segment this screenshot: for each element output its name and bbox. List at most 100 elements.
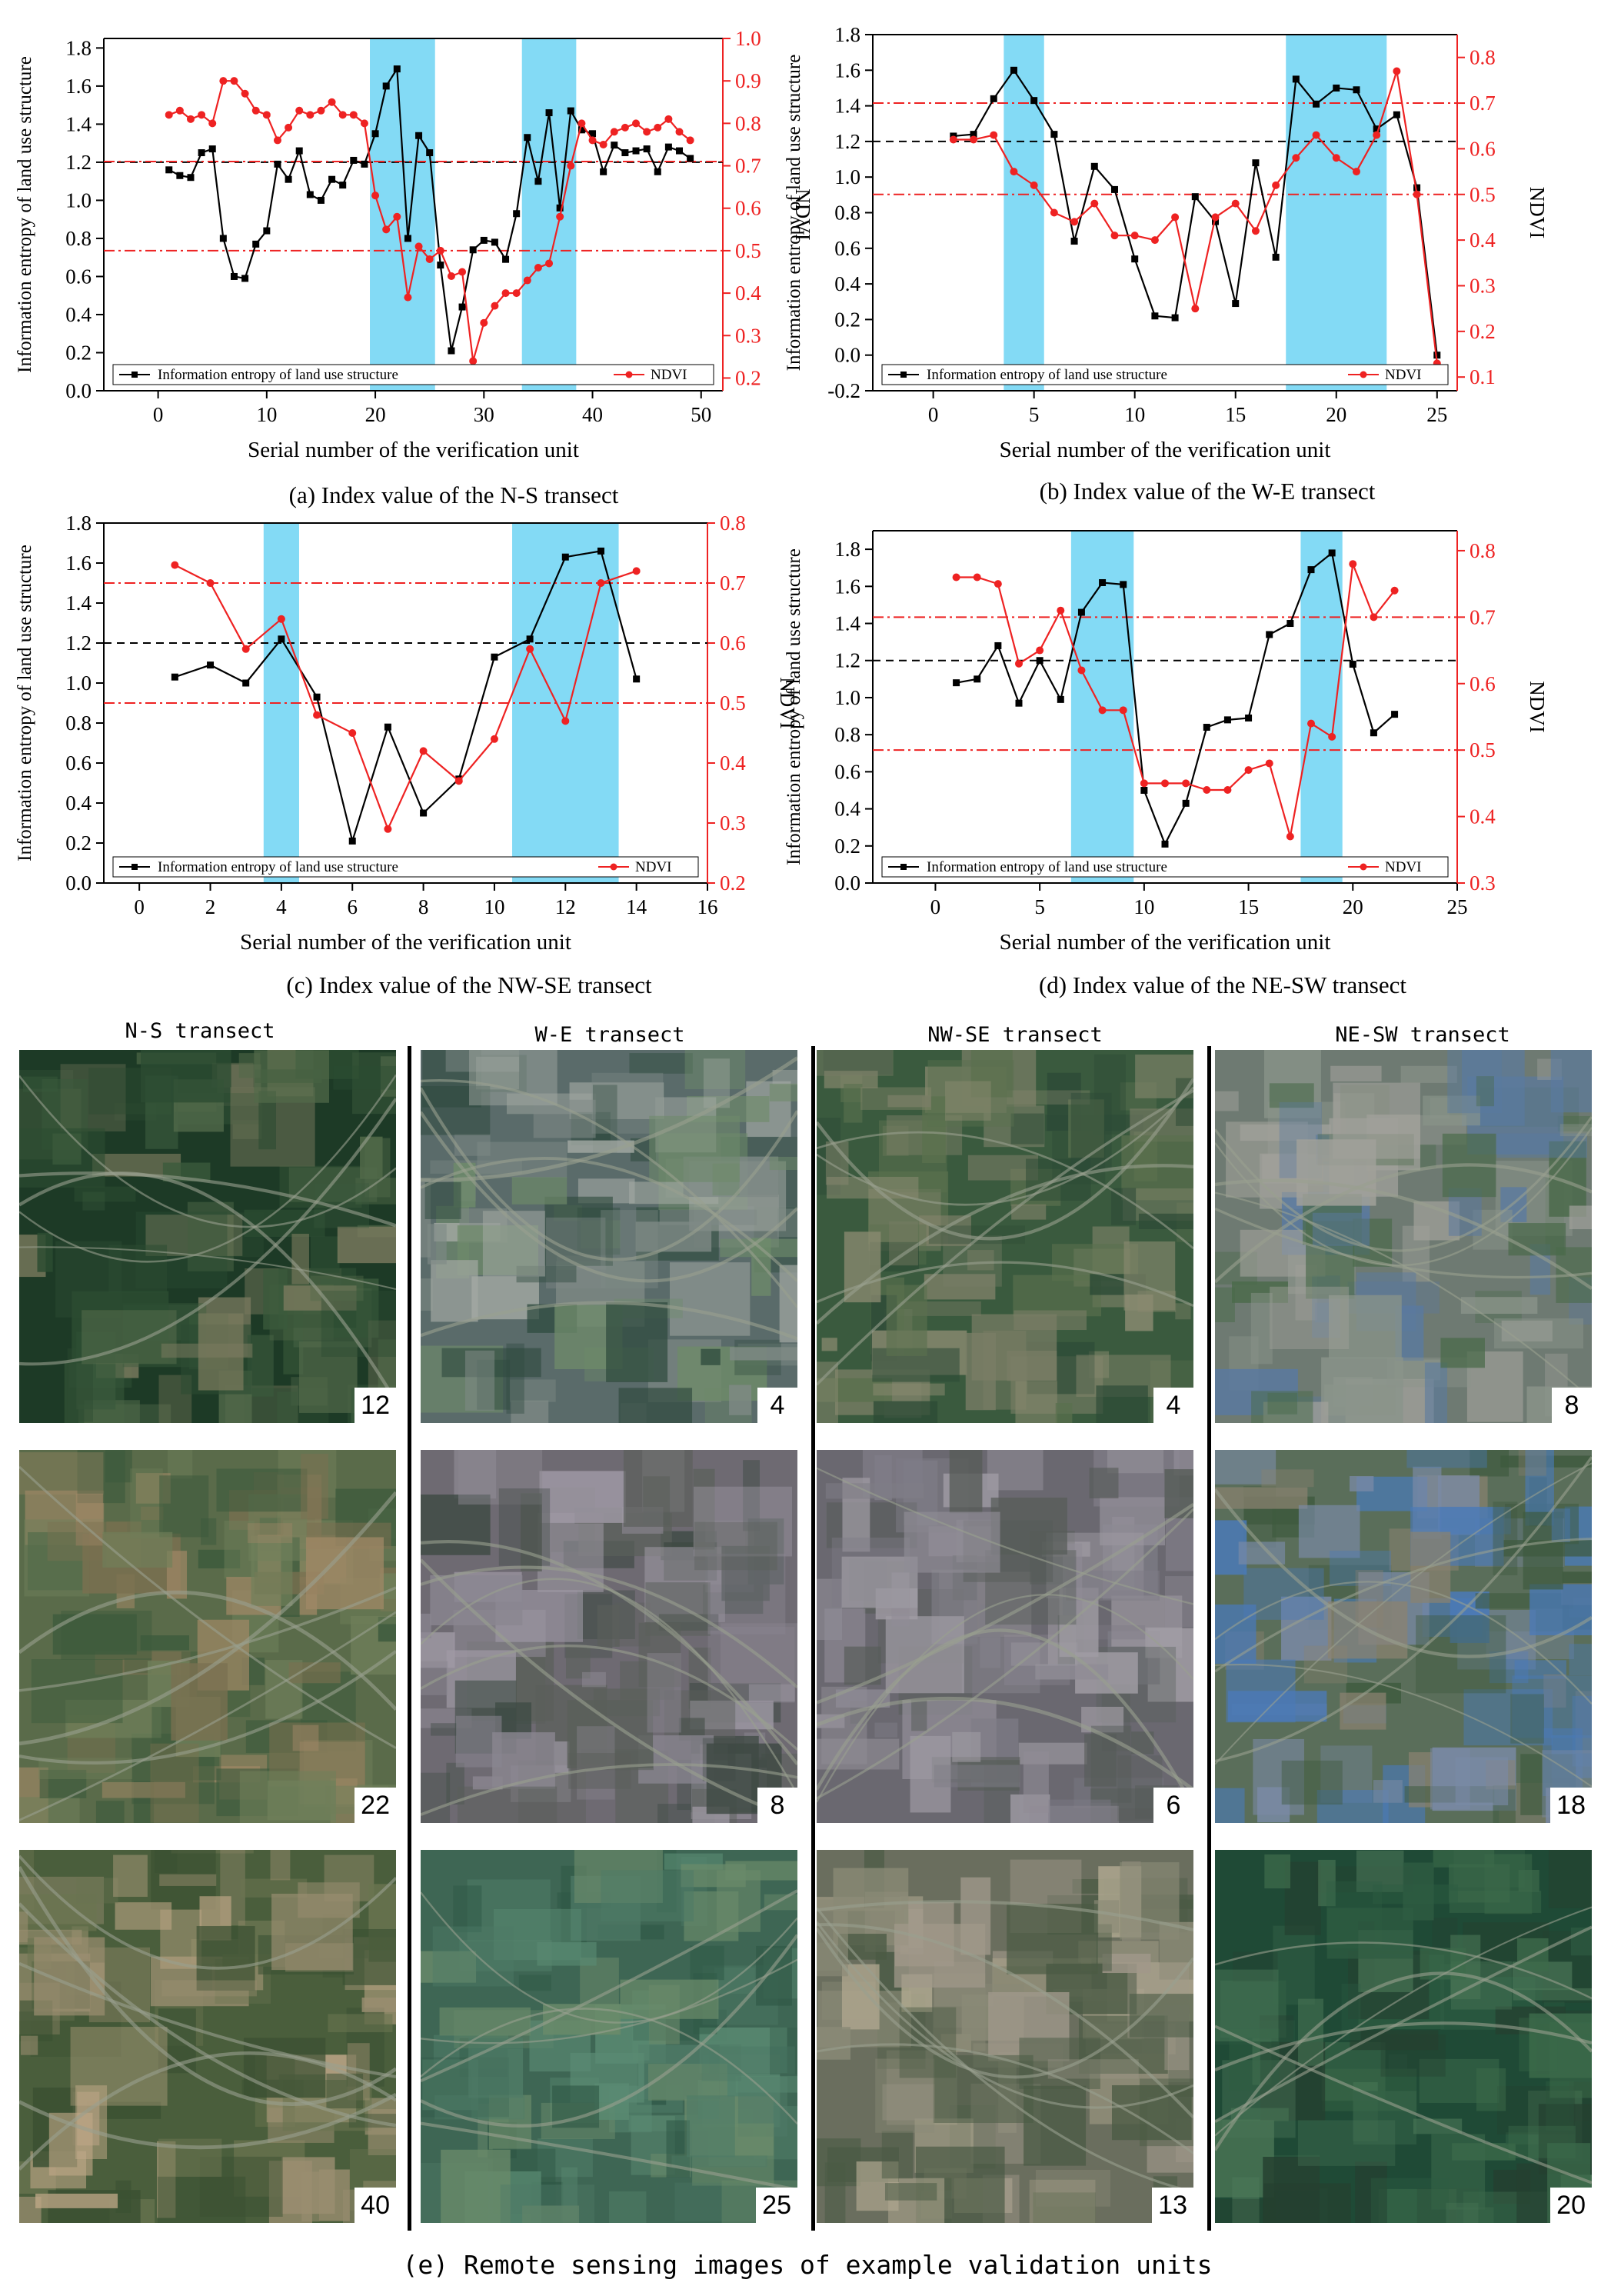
entropy-point [1313,100,1320,108]
land-patch [1111,1188,1137,1225]
y2-tick-label: 0.3 [735,324,761,347]
land-patch [1215,1091,1239,1111]
entropy-point [176,172,184,179]
road-line [421,2008,797,2125]
land-patch [1460,1297,1538,1315]
entropy-point [263,227,271,235]
y2-tick-label: 0.5 [1470,183,1496,206]
land-patch [1084,1734,1117,1787]
land-patch [113,1854,148,1898]
ndvi-point [273,136,281,145]
ndvi-point [447,272,455,281]
entropy-point [1171,314,1179,322]
entropy-point [1030,97,1038,105]
y2-tick-label: 0.6 [1470,137,1496,160]
land-patch [747,1518,784,1585]
x-axis-title: Serial number of the verification unit [248,438,579,462]
legend-ndvi-marker [625,371,633,378]
y-tick-label: 0.6 [65,751,92,775]
legend-ndvi-marker [610,863,617,871]
land-patch [500,2184,595,2223]
entropy-point [513,210,521,218]
land-patch [826,1502,917,1548]
entropy-point [1161,840,1169,848]
y-tick-label: 0.8 [65,227,92,250]
land-patch [19,1452,104,1495]
road-line [817,1923,1193,2119]
road-line [817,1089,1193,1386]
land-patch [577,1726,615,1800]
land-patch [957,1760,1020,1791]
ndvi-point [1352,168,1360,176]
y2-tick-label: 0.8 [1470,46,1496,69]
road-line [421,1891,797,2024]
land-patch [844,1084,863,1123]
road-line [817,1086,1193,1206]
road-line [817,1508,1193,1800]
entropy-point [1349,661,1356,668]
chart-we: 0 5 10 15 20 25 -0.2 0.0 0.2 0.4 0.6 0.8 1.0 1.2 1.4 1.… [784,23,1549,462]
ndvi-point [561,717,570,725]
land-patch [1284,1861,1321,1935]
entropy-point [1272,253,1280,261]
caption-nwse: (c) Index value of the NW-SE transect [286,971,652,998]
ndvi-point [1191,305,1200,313]
land-patch [934,1764,1020,1788]
y-tick-label: 1.4 [65,591,92,615]
land-patch [945,1081,991,1121]
ndvi-point [490,735,498,743]
y-tick-label: 0.2 [834,835,860,858]
entropy-point [404,235,411,242]
land-patch [725,1861,797,1881]
ndvi-point [458,268,467,276]
ndvi-point [1171,213,1180,222]
remote-sensing-tile: 8 [1215,1050,1592,1423]
land-patch [1273,1925,1315,2005]
ndvi-point [610,128,618,136]
ndvi-point [526,645,534,653]
entropy-point [207,661,215,669]
remote-sensing-tile: 4 [817,1050,1193,1423]
y-tick-label: 0.0 [834,871,860,895]
road-line [817,1921,1193,2109]
land-patch [1413,2118,1463,2134]
land-patch [271,1894,353,1971]
land-patch [889,1221,918,1266]
land-patch [924,1274,996,1300]
y2-tick-label: 0.9 [735,69,761,92]
entropy-point [230,272,238,280]
y2-tick-label: 0.2 [1470,320,1496,343]
land-patch [445,1050,520,1072]
entropy-point [219,235,227,242]
land-patch [1251,1391,1313,1423]
land-patch [911,1699,927,1731]
land-patch [1269,1083,1314,1108]
legend-entropy-marker [900,372,907,378]
land-patch [1494,1318,1584,1349]
land-patch [337,1226,396,1264]
land-patch [702,1738,736,1781]
unit-number-label: 12 [354,1388,396,1423]
ndvi-point [295,106,304,115]
land-patch [735,2076,797,2093]
land-patch [817,1578,843,1641]
entropy-point [1036,657,1043,665]
road-line [1215,1163,1592,1284]
y2-axis-title: NDVI [791,188,814,241]
entropy-point [491,653,498,661]
land-patch [1529,1584,1592,1636]
entropy-point [1090,162,1098,170]
column-separator [811,1046,815,2231]
land-patch [522,2205,580,2223]
x-tick-label: 15 [1238,895,1259,918]
land-patch [1388,2054,1408,2077]
ndvi-point [1251,227,1260,235]
ndvi-point [567,162,575,170]
ndvi-point [1244,766,1253,775]
entropy-point [1140,786,1148,794]
y2-tick-label: 0.8 [735,112,761,135]
land-patch [421,1278,433,1311]
y2-tick-label: 0.7 [1470,605,1496,628]
land-patch [1548,1850,1592,1908]
land-patch [37,1232,53,1272]
